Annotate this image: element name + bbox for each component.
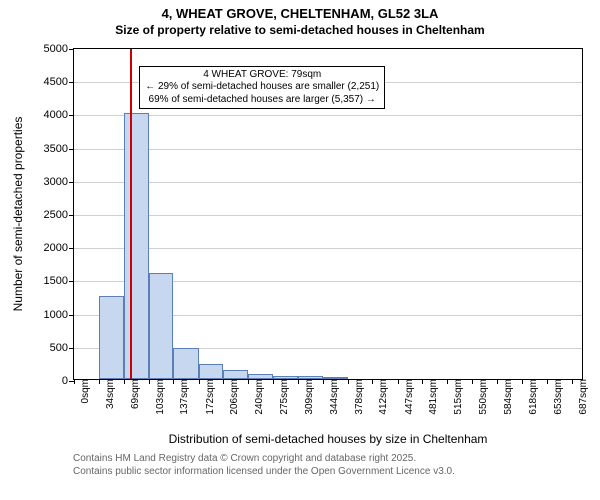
ytick-label: 500	[50, 342, 74, 354]
histogram-bar	[248, 374, 273, 379]
gridline	[74, 115, 582, 116]
xtick-label: 447sqm	[398, 379, 415, 415]
xtick-label: 137sqm	[173, 379, 190, 415]
y-axis-label: Number of semi-detached properties	[11, 117, 25, 312]
histogram-bar	[273, 376, 298, 379]
xtick-label: 378sqm	[348, 379, 365, 415]
ytick-label: 4000	[44, 109, 74, 121]
xtick-label: 653sqm	[547, 379, 564, 415]
ytick-label: 3500	[44, 143, 74, 155]
ytick-label: 1500	[44, 275, 74, 287]
ytick-label: 0	[62, 375, 74, 387]
x-axis-label: Distribution of semi-detached houses by …	[169, 432, 488, 446]
xtick-label: 481sqm	[422, 379, 439, 415]
ytick-label: 2500	[44, 209, 74, 221]
ytick-label: 1000	[44, 309, 74, 321]
gridline	[74, 182, 582, 183]
property-marker-line	[130, 49, 132, 379]
histogram-bar	[298, 376, 323, 379]
annotation-line-3: 69% of semi-detached houses are larger (…	[145, 94, 379, 107]
histogram-bar	[124, 113, 149, 379]
xtick-label: 584sqm	[497, 379, 514, 415]
xtick-label: 687sqm	[572, 379, 589, 415]
ytick-label: 5000	[44, 43, 74, 55]
gridline	[74, 149, 582, 150]
chart-container: 4, WHEAT GROVE, CHELTENHAM, GL52 3LA Siz…	[0, 0, 600, 500]
chart-title: 4, WHEAT GROVE, CHELTENHAM, GL52 3LA	[0, 0, 600, 23]
footer-attribution: Contains HM Land Registry data © Crown c…	[73, 452, 455, 478]
histogram-bar	[149, 273, 174, 379]
histogram-bar	[323, 377, 348, 379]
xtick-label: 344sqm	[323, 379, 340, 415]
xtick-label: 412sqm	[372, 379, 389, 415]
annotation-line-2: ← 29% of semi-detached houses are smalle…	[145, 81, 379, 94]
ytick-label: 3000	[44, 176, 74, 188]
xtick-label: 206sqm	[223, 379, 240, 415]
chart-subtitle: Size of property relative to semi-detach…	[0, 23, 600, 39]
ytick-label: 4500	[44, 76, 74, 88]
histogram-bar	[99, 296, 124, 379]
gridline	[74, 215, 582, 216]
gridline	[74, 248, 582, 249]
xtick-label: 275sqm	[273, 379, 290, 415]
annotation-box: 4 WHEAT GROVE: 79sqm← 29% of semi-detach…	[139, 66, 385, 110]
histogram-bar	[223, 370, 248, 379]
xtick-label: 34sqm	[99, 379, 116, 409]
footer-line-1: Contains HM Land Registry data © Crown c…	[73, 452, 455, 465]
xtick-label: 103sqm	[149, 379, 166, 415]
histogram-bar	[199, 364, 224, 379]
xtick-label: 550sqm	[472, 379, 489, 415]
xtick-label: 0sqm	[74, 379, 91, 403]
xtick-label: 240sqm	[248, 379, 265, 415]
xtick-label: 309sqm	[298, 379, 315, 415]
footer-line-2: Contains public sector information licen…	[73, 465, 455, 478]
xtick-label: 515sqm	[447, 379, 464, 415]
xtick-label: 172sqm	[199, 379, 216, 415]
annotation-line-1: 4 WHEAT GROVE: 79sqm	[145, 69, 379, 82]
histogram-bar	[173, 348, 198, 379]
xtick-label: 618sqm	[522, 379, 539, 415]
ytick-label: 2000	[44, 242, 74, 254]
plot-area: 0500100015002000250030003500400045005000…	[73, 48, 583, 380]
xtick-label: 69sqm	[124, 379, 141, 409]
